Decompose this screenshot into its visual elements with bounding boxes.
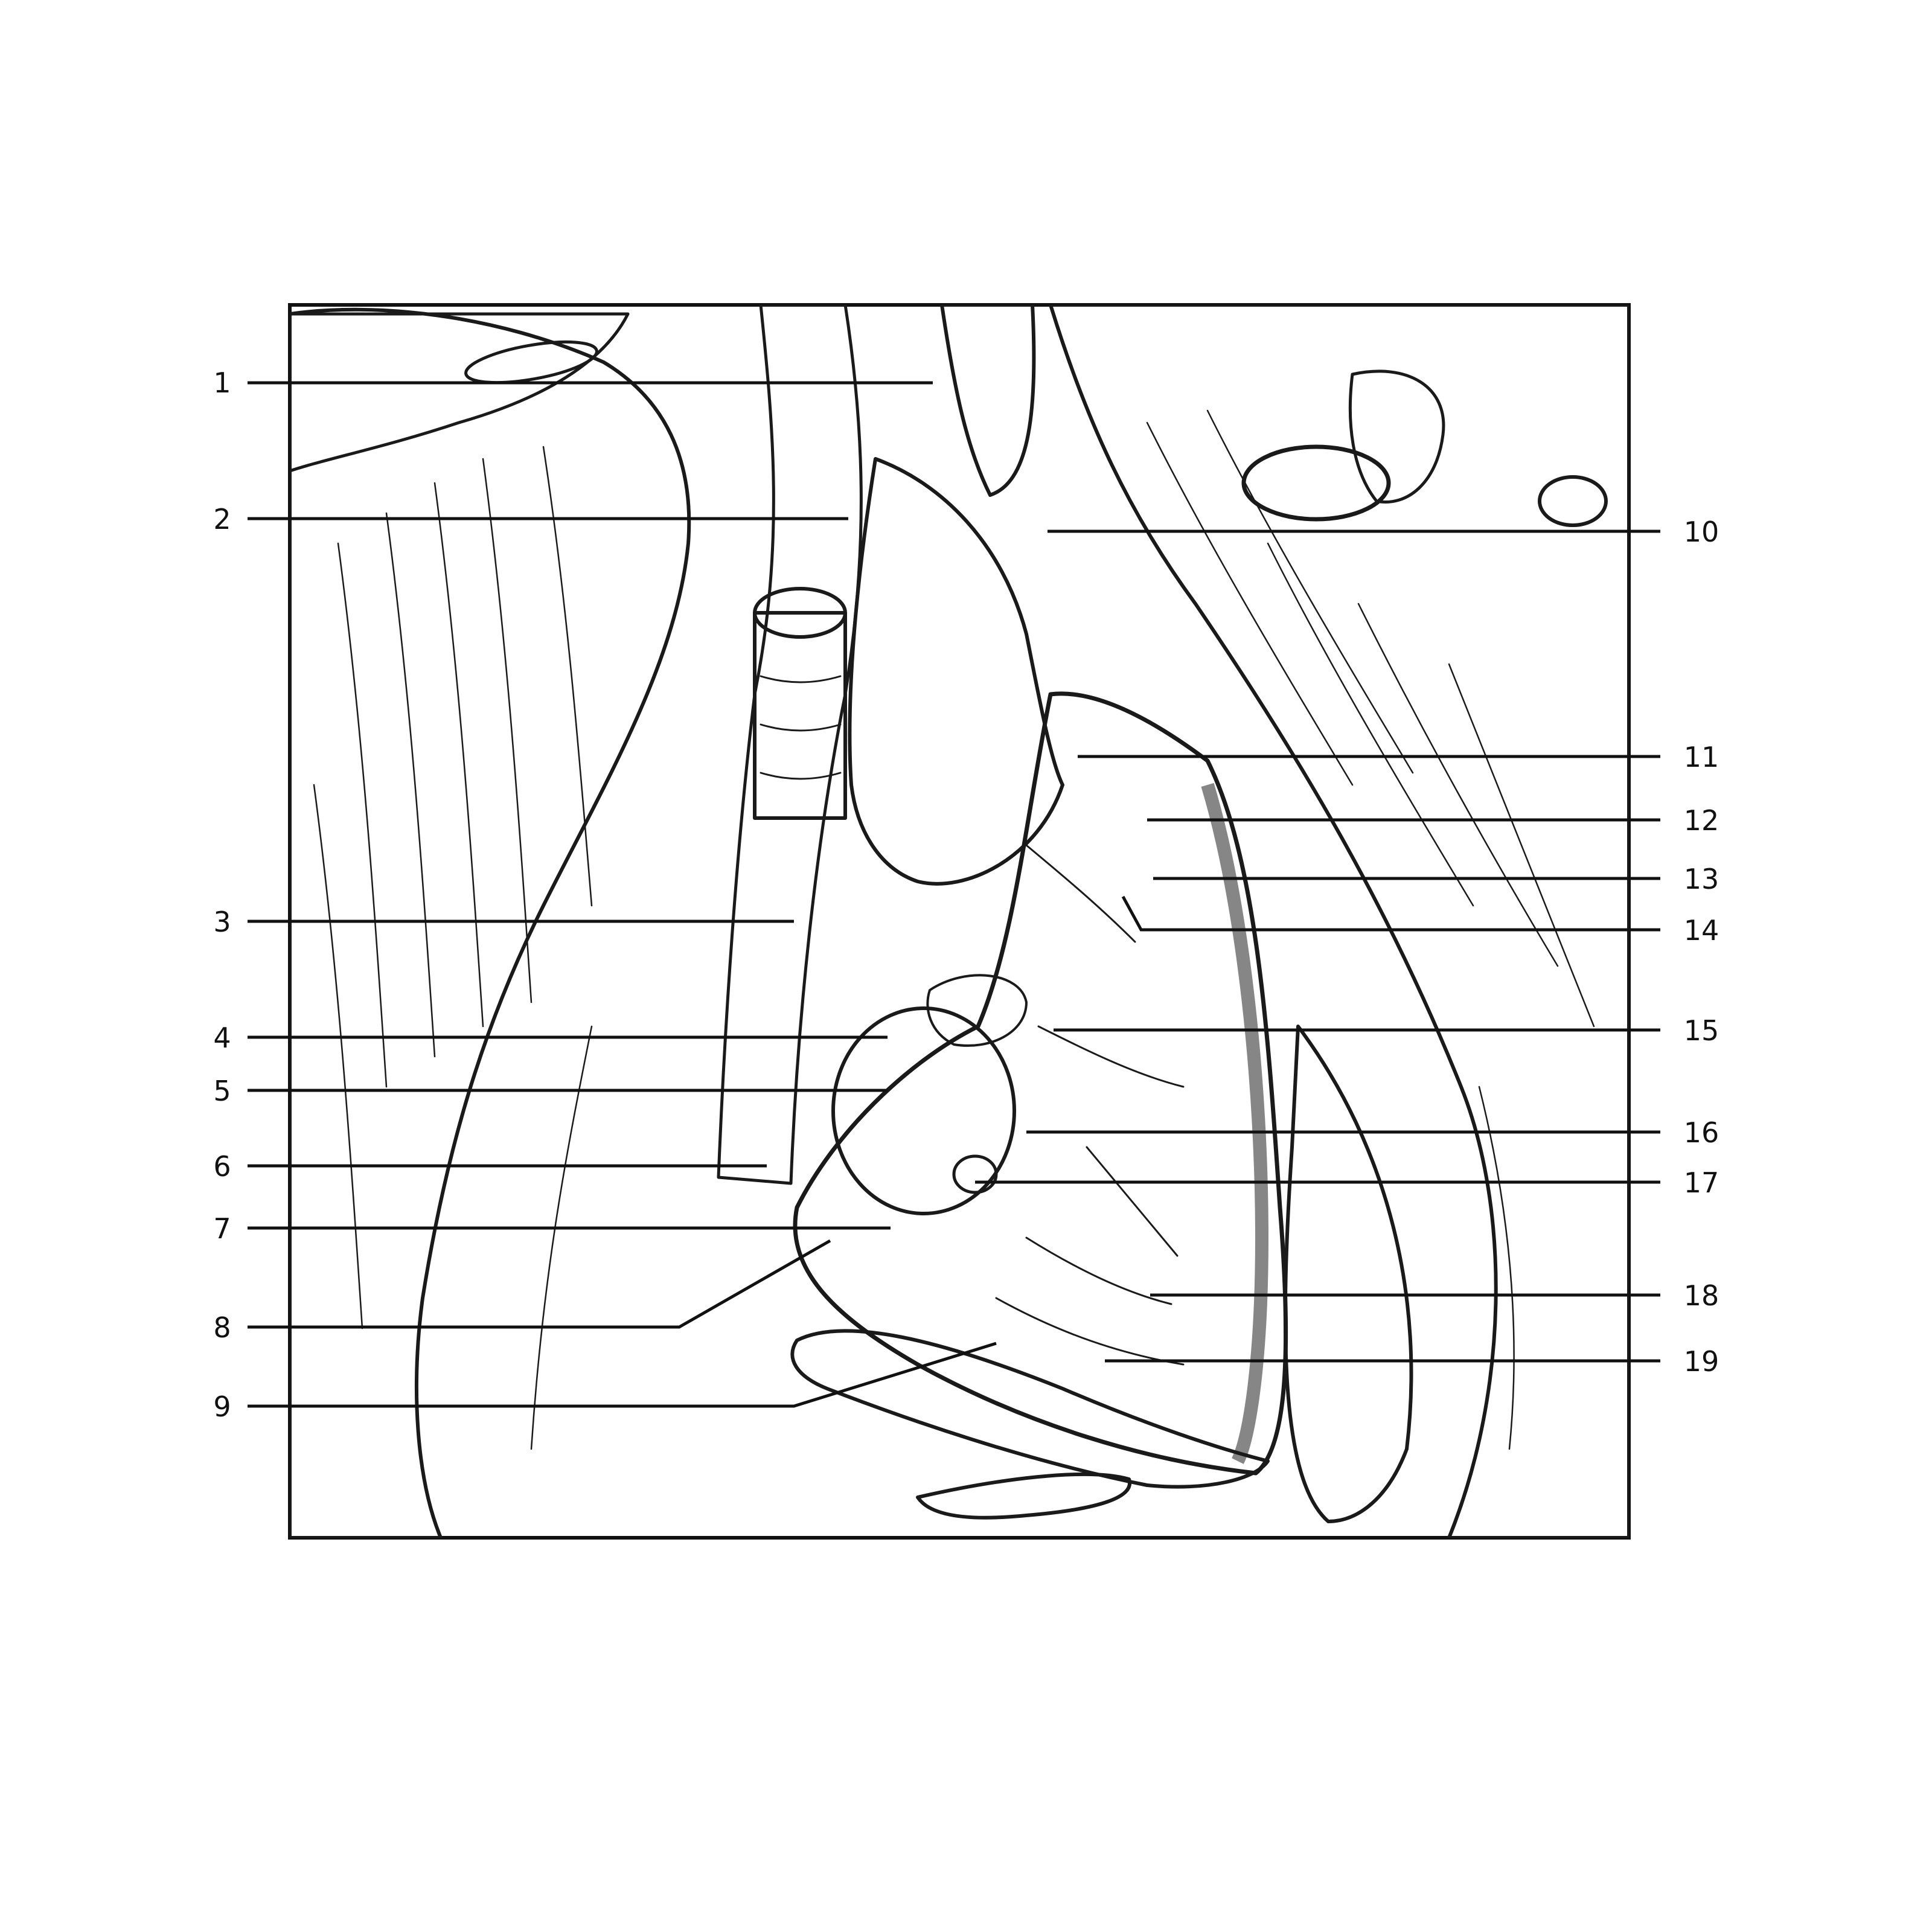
dotted-tissue-upper-right	[1348, 369, 1445, 504]
label-8: 8	[213, 1311, 231, 1344]
inferior-tube	[790, 1329, 1270, 1489]
central-large-organ	[848, 457, 1064, 886]
label-5: 5	[213, 1075, 231, 1107]
label-2: 2	[213, 503, 231, 536]
central-vessel-bundle	[717, 305, 863, 1185]
label-6: 6	[213, 1150, 231, 1183]
central-opened-organ	[793, 691, 1288, 1476]
label-18: 18	[1684, 1279, 1719, 1312]
right-lower-lobe	[1283, 1025, 1413, 1523]
inner-chamber-lines	[995, 844, 1185, 1366]
fiber-lines-left	[313, 446, 593, 1450]
label-15: 15	[1684, 1014, 1719, 1047]
lower-vessel	[916, 1472, 1132, 1520]
label-17: 17	[1684, 1166, 1719, 1199]
label-16: 16	[1684, 1116, 1719, 1149]
labels-left: 1 2 3 4 5 6 7 8 9	[213, 366, 231, 1423]
label-19: 19	[1684, 1345, 1719, 1378]
cut-cylinder-right	[1241, 444, 1391, 522]
label-1: 1	[213, 366, 231, 399]
label-10: 10	[1684, 516, 1719, 548]
label-4: 4	[213, 1022, 231, 1054]
label-13: 13	[1684, 863, 1719, 895]
leader-lines	[248, 381, 1660, 1408]
label-11: 11	[1684, 741, 1719, 773]
cellular-patch	[926, 974, 1028, 1047]
label-3: 3	[213, 906, 231, 938]
cellular-border-band	[1201, 782, 1269, 1464]
left-oval-chamber	[831, 1006, 1016, 1215]
midline-trunk	[940, 305, 1036, 497]
right-muscle-mass	[1049, 305, 1629, 1538]
cut-tube	[753, 587, 847, 820]
label-9: 9	[213, 1390, 231, 1423]
upper-left-shaded-region	[290, 312, 630, 473]
label-7: 7	[213, 1212, 231, 1245]
small-round-node	[952, 1154, 998, 1194]
fiber-lines-right	[1146, 409, 1595, 1450]
cut-vessel-upper-left	[464, 340, 598, 385]
cut-vessel-far-right	[1538, 475, 1608, 527]
label-14: 14	[1684, 914, 1719, 947]
left-muscle-mass	[290, 307, 691, 1538]
label-12: 12	[1684, 804, 1719, 837]
labels-right: 10 11 12 13 14 15 16 17 18 19	[1684, 516, 1719, 1378]
